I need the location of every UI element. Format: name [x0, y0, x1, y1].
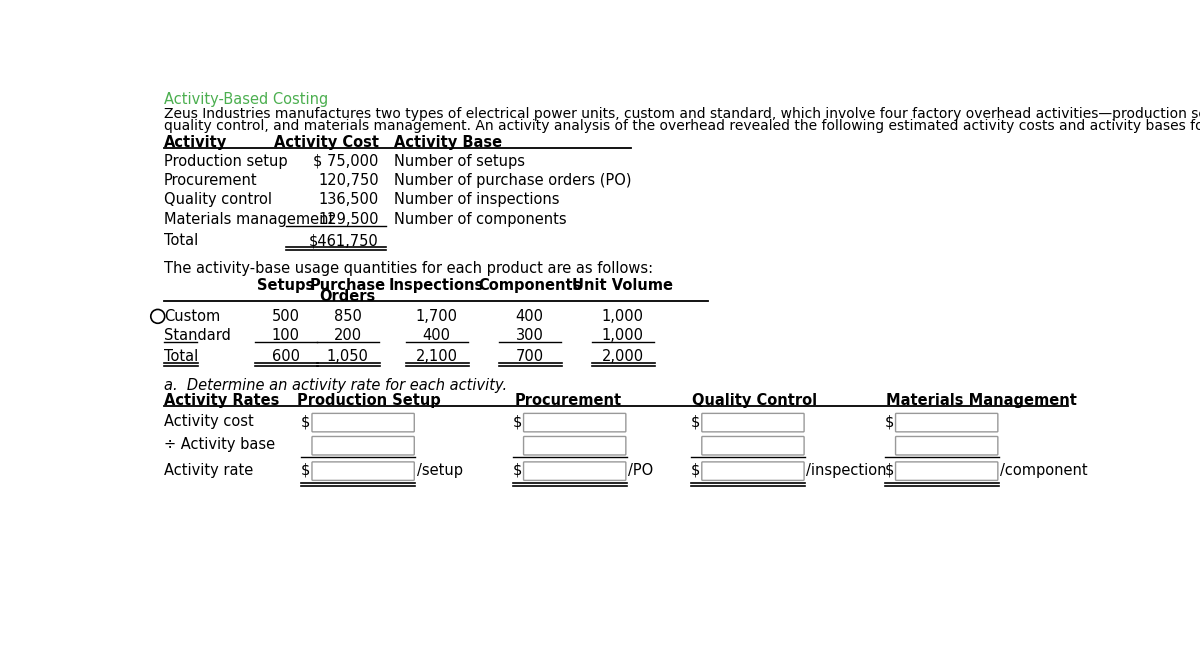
Text: $: $: [884, 414, 894, 429]
Text: Zeus Industries manufactures two types of electrical power units, custom and sta: Zeus Industries manufactures two types o…: [164, 107, 1200, 121]
Text: Activity Base: Activity Base: [394, 135, 503, 150]
Text: 100: 100: [271, 328, 300, 343]
Text: 700: 700: [516, 348, 544, 364]
Text: $: $: [691, 463, 701, 478]
Text: Activity: Activity: [164, 135, 227, 150]
Text: Quality Control: Quality Control: [692, 393, 817, 409]
Text: 2,000: 2,000: [601, 348, 644, 364]
Text: Activity Cost: Activity Cost: [274, 135, 379, 150]
Text: 120,750: 120,750: [318, 173, 379, 188]
Text: 1,000: 1,000: [601, 309, 643, 323]
FancyBboxPatch shape: [523, 462, 626, 480]
Text: $: $: [884, 463, 894, 478]
Text: Number of components: Number of components: [394, 212, 566, 226]
Text: Production setup: Production setup: [164, 154, 288, 169]
Text: Number of purchase orders (PO): Number of purchase orders (PO): [394, 173, 631, 188]
Text: /component: /component: [1000, 463, 1088, 478]
Text: Activity-Based Costing: Activity-Based Costing: [164, 92, 329, 106]
Text: Procurement: Procurement: [515, 393, 622, 409]
Text: Activity cost: Activity cost: [164, 414, 253, 429]
Text: 850: 850: [334, 309, 361, 323]
Text: $: $: [301, 463, 311, 478]
Text: 2,100: 2,100: [415, 348, 457, 364]
Text: $: $: [512, 463, 522, 478]
Text: Inspections: Inspections: [389, 278, 485, 293]
Text: Quality control: Quality control: [164, 193, 272, 207]
FancyBboxPatch shape: [702, 462, 804, 480]
Text: Total: Total: [164, 233, 198, 248]
Text: /inspection: /inspection: [806, 463, 887, 478]
FancyBboxPatch shape: [702, 413, 804, 432]
Text: Materials management: Materials management: [164, 212, 334, 226]
Text: Procurement: Procurement: [164, 173, 258, 188]
Text: 129,500: 129,500: [318, 212, 379, 226]
FancyBboxPatch shape: [312, 436, 414, 455]
Text: Components: Components: [478, 278, 582, 293]
Text: 300: 300: [516, 328, 544, 343]
Text: 1,700: 1,700: [415, 309, 457, 323]
Text: /PO: /PO: [628, 463, 654, 478]
Text: /setup: /setup: [416, 463, 463, 478]
Text: Activity rate: Activity rate: [164, 463, 253, 478]
Text: Activity Rates: Activity Rates: [164, 393, 280, 409]
Text: Orders: Orders: [319, 288, 376, 304]
Text: 1,050: 1,050: [326, 348, 368, 364]
Text: Purchase: Purchase: [310, 278, 385, 293]
Text: 500: 500: [271, 309, 300, 323]
FancyBboxPatch shape: [895, 436, 998, 455]
Text: Setups: Setups: [257, 278, 314, 293]
FancyBboxPatch shape: [523, 413, 626, 432]
FancyBboxPatch shape: [523, 436, 626, 455]
Text: 600: 600: [271, 348, 300, 364]
FancyBboxPatch shape: [895, 462, 998, 480]
Text: $: $: [691, 414, 701, 429]
Text: $: $: [512, 414, 522, 429]
Text: Production Setup: Production Setup: [298, 393, 442, 409]
Text: ÷ Activity base: ÷ Activity base: [164, 438, 275, 452]
Text: Total: Total: [164, 348, 198, 364]
FancyBboxPatch shape: [895, 413, 998, 432]
FancyBboxPatch shape: [702, 436, 804, 455]
Text: a.  Determine an activity rate for each activity.: a. Determine an activity rate for each a…: [164, 378, 508, 393]
Text: 200: 200: [334, 328, 361, 343]
Text: $: $: [301, 414, 311, 429]
FancyBboxPatch shape: [312, 462, 414, 480]
Text: 136,500: 136,500: [318, 193, 379, 207]
Text: The activity-base usage quantities for each product are as follows:: The activity-base usage quantities for e…: [164, 261, 653, 276]
Text: $461,750: $461,750: [308, 233, 379, 248]
Text: Materials Management: Materials Management: [887, 393, 1078, 409]
Text: Standard: Standard: [164, 328, 230, 343]
Text: Number of inspections: Number of inspections: [394, 193, 559, 207]
FancyBboxPatch shape: [312, 413, 414, 432]
Text: 1,000: 1,000: [601, 328, 643, 343]
Text: 400: 400: [516, 309, 544, 323]
Text: Number of setups: Number of setups: [394, 154, 526, 169]
Text: Custom: Custom: [164, 309, 221, 323]
Text: $ 75,000: $ 75,000: [313, 154, 379, 169]
Text: Unit Volume: Unit Volume: [572, 278, 673, 293]
Text: quality control, and materials management. An activity analysis of the overhead : quality control, and materials managemen…: [164, 119, 1200, 133]
Text: 400: 400: [422, 328, 451, 343]
